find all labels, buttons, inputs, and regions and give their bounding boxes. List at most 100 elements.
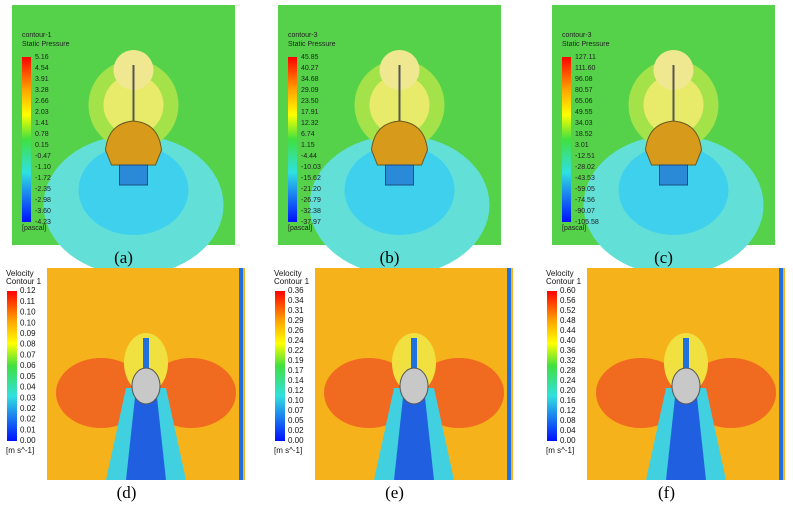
legend-value: -12.51 xyxy=(575,153,595,160)
legend-value: -21.20 xyxy=(301,186,321,193)
color-bar xyxy=(22,57,31,222)
legend-value: 0.00 xyxy=(560,436,576,445)
legend-value: 0.36 xyxy=(560,346,576,355)
legend-value: -4.23 xyxy=(35,219,51,226)
color-bar xyxy=(547,291,557,441)
legend-value: 0.24 xyxy=(560,376,576,385)
legend-title: Static Pressure xyxy=(562,41,610,48)
legend-value: 0.00 xyxy=(288,436,304,445)
legend-value: 0.09 xyxy=(20,329,36,338)
legend-value: 0.05 xyxy=(288,416,304,425)
legend-value: 0.36 xyxy=(288,286,304,295)
legend-value: -4.44 xyxy=(301,153,317,160)
legend-value: 0.02 xyxy=(20,404,36,413)
legend-value: -43.53 xyxy=(575,175,595,182)
legend-value: 0.52 xyxy=(560,306,576,315)
legend-value: 0.34 xyxy=(288,296,304,305)
legend-value: -90.07 xyxy=(575,208,595,215)
legend-value: -2.98 xyxy=(35,197,51,204)
legend-value: -32.38 xyxy=(301,208,321,215)
device xyxy=(399,367,429,405)
legend-value: 34.68 xyxy=(301,76,319,83)
legend-value: 0.10 xyxy=(20,308,36,317)
legend-value: 0.10 xyxy=(288,396,304,405)
legend-title: Static Pressure xyxy=(288,41,336,48)
legend-value: 0.24 xyxy=(288,336,304,345)
legend-title: Velocity xyxy=(546,269,574,278)
legend-value: 0.40 xyxy=(560,336,576,345)
legend-value: 0.12 xyxy=(560,406,576,415)
legend-value: 0.17 xyxy=(288,366,304,375)
low-pressure-core xyxy=(344,145,455,235)
legend-value: -37.97 xyxy=(301,219,321,226)
legend-value: 0.31 xyxy=(288,306,304,315)
color-bar xyxy=(288,57,297,222)
base xyxy=(659,164,688,186)
legend-value: -1.72 xyxy=(35,175,51,182)
legend-value: 0.26 xyxy=(288,326,304,335)
legend-value: -3.60 xyxy=(35,208,51,215)
device xyxy=(131,367,161,405)
color-bar xyxy=(562,57,571,222)
legend-value: -0.47 xyxy=(35,153,51,160)
legend-value: 0.03 xyxy=(20,393,36,402)
color-bar xyxy=(275,291,285,441)
panel-label: (d) xyxy=(116,483,137,502)
legend-value: 0.15 xyxy=(35,142,49,149)
legend-value: 0.08 xyxy=(20,340,36,349)
legend-value: -74.56 xyxy=(575,197,595,204)
legend-value: 0.00 xyxy=(20,436,36,445)
legend-unit: [m s^-1] xyxy=(6,446,34,455)
legend-unit: [m s^-1] xyxy=(546,446,574,455)
legend-value: 0.02 xyxy=(288,426,304,435)
legend-value: 4.54 xyxy=(35,65,49,72)
legend-value: -59.05 xyxy=(575,186,595,193)
legend-value: 3.28 xyxy=(35,87,49,94)
legend-value: 80.57 xyxy=(575,87,593,94)
legend-value: 0.19 xyxy=(288,356,304,365)
legend-value: 0.12 xyxy=(20,286,36,295)
panel-label: (e) xyxy=(385,483,404,502)
body xyxy=(370,120,429,166)
legend-unit: [pascal] xyxy=(288,225,312,232)
legend-value: 0.20 xyxy=(560,386,576,395)
legend-value: 96.08 xyxy=(575,76,593,83)
legend-value: 0.22 xyxy=(288,346,304,355)
panel-label: (f) xyxy=(658,483,675,502)
legend-value: 5.16 xyxy=(35,54,49,61)
legend-value: 3.91 xyxy=(35,76,49,83)
wall xyxy=(779,268,783,480)
color-bar xyxy=(7,291,17,441)
legend-title: Contour 1 xyxy=(6,277,42,286)
legend-value: 65.06 xyxy=(575,98,593,105)
legend-value: 0.05 xyxy=(20,372,36,381)
legend-value: 0.78 xyxy=(35,131,49,138)
legend-value: 0.04 xyxy=(20,383,36,392)
legend-value: 0.44 xyxy=(560,326,576,335)
legend-value: 0.16 xyxy=(560,396,576,405)
tether-wake xyxy=(411,338,417,378)
legend-value: 17.91 xyxy=(301,109,319,116)
tether-wake xyxy=(143,338,149,378)
device xyxy=(671,367,701,405)
legend-title: contour-3 xyxy=(562,32,592,39)
legend-unit: [pascal] xyxy=(22,225,46,232)
legend-value: -26.79 xyxy=(301,197,321,204)
legend-value: 0.56 xyxy=(560,296,576,305)
legend-value: 0.07 xyxy=(288,406,304,415)
legend-value: 0.08 xyxy=(560,416,576,425)
legend-title: Velocity xyxy=(274,269,302,278)
legend-value: 2.03 xyxy=(35,109,49,116)
legend-value: 111.60 xyxy=(575,65,595,72)
legend-title: Static Pressure xyxy=(22,41,70,48)
tether-wake xyxy=(683,338,689,378)
legend-title: Velocity xyxy=(6,269,34,278)
legend-value: 0.10 xyxy=(20,318,36,327)
legend-value: -15.62 xyxy=(301,175,321,182)
legend-value: 34.03 xyxy=(575,120,593,127)
body xyxy=(644,120,703,166)
legend-value: 6.74 xyxy=(301,131,315,138)
legend-title: Contour 1 xyxy=(546,277,582,286)
